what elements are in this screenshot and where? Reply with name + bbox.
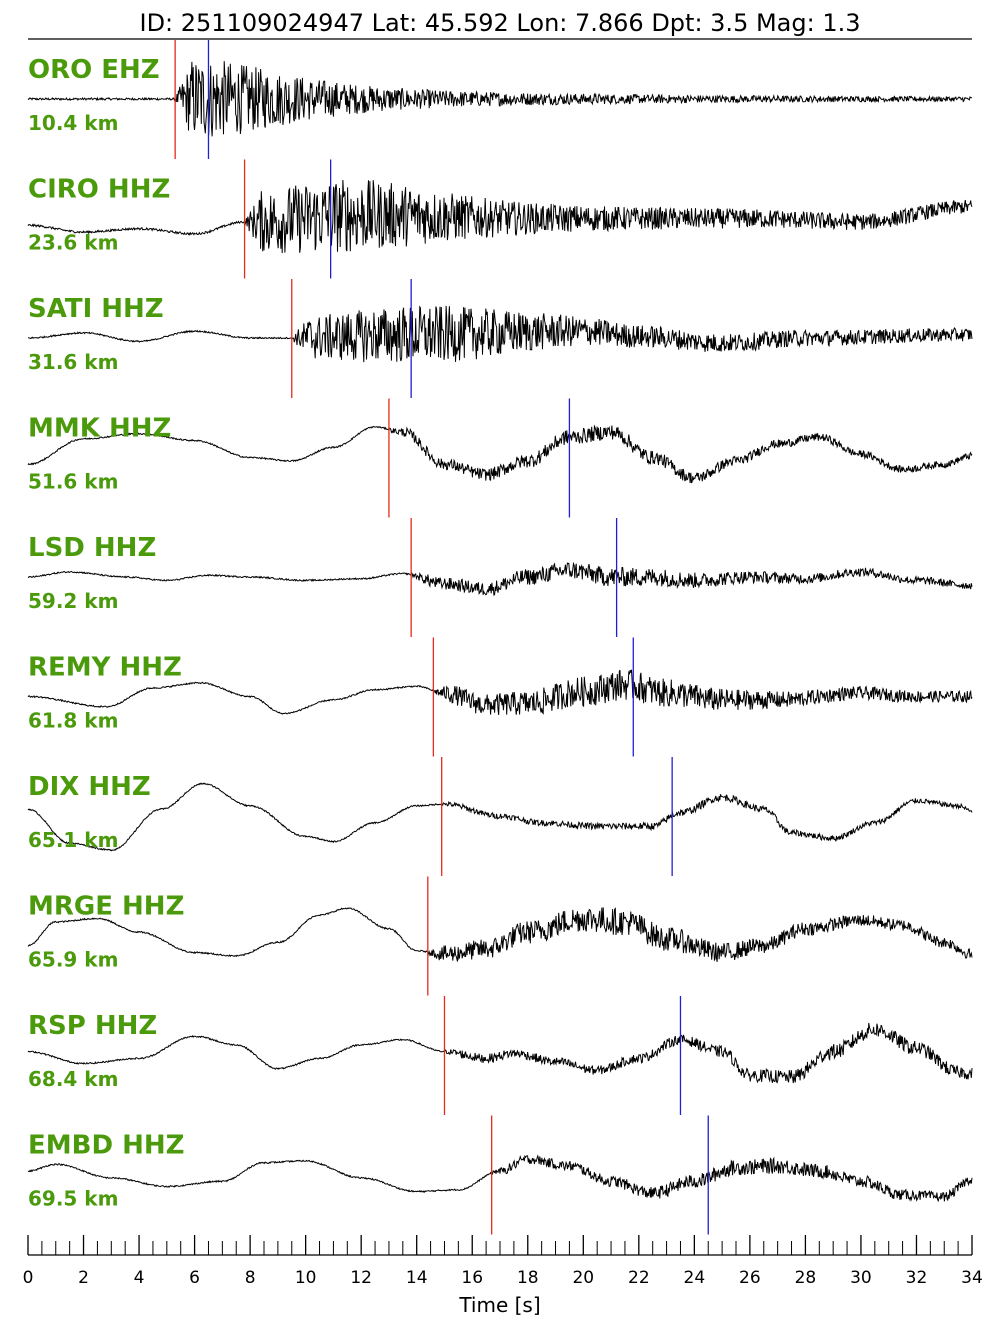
trace-panel: ORO EHZ 10.4 km: [27, 40, 973, 159]
waveform-line: [27, 782, 973, 852]
station-distance: 31.6 km: [28, 350, 118, 374]
station-label: DIX HHZ: [28, 772, 151, 802]
station-label: MMK HHZ: [28, 414, 171, 444]
trace-panel: MMK HHZ 51.6 km: [27, 398, 973, 518]
trace-panel: REMY HHZ 61.8 km: [27, 637, 973, 757]
trace-panels: ORO EHZ 10.4 km CIRO HHZ 23.6 km SATI HHZ 31.…: [27, 40, 973, 1235]
waveform-line: [27, 669, 973, 715]
waveform-line: [27, 61, 973, 137]
x-tick-label: 28: [795, 1268, 817, 1288]
station-distance: 68.4 km: [28, 1067, 118, 1091]
station-label: MRGE HHZ: [28, 892, 184, 922]
x-tick-label: 20: [572, 1268, 594, 1288]
station-label: RSP HHZ: [28, 1011, 157, 1041]
station-distance: 59.2 km: [28, 589, 118, 613]
trace-panel: DIX HHZ 65.1 km: [27, 757, 973, 876]
waveform-line: [27, 179, 973, 254]
x-tick-label: 18: [517, 1268, 539, 1288]
x-tick-label: 24: [684, 1268, 706, 1288]
x-tick-label: 12: [350, 1268, 372, 1288]
station-label: CIRO HHZ: [28, 175, 170, 205]
x-tick-label: 0: [23, 1268, 34, 1288]
station-distance: 10.4 km: [28, 111, 118, 135]
station-label: SATI HHZ: [28, 294, 164, 324]
trace-panel: SATI HHZ 31.6 km: [27, 279, 973, 398]
station-label: REMY HHZ: [28, 653, 182, 683]
station-distance: 51.6 km: [28, 470, 118, 494]
x-tick-label: 14: [406, 1268, 428, 1288]
trace-panel: CIRO HHZ 23.6 km: [27, 159, 973, 279]
x-axis-label: Time [s]: [458, 1293, 540, 1317]
x-tick-label: 8: [245, 1268, 256, 1288]
x-tick-label: 2: [78, 1268, 89, 1288]
station-label: ORO EHZ: [28, 55, 160, 85]
station-distance: 69.5 km: [28, 1187, 118, 1211]
station-distance: 65.9 km: [28, 948, 118, 972]
trace-panel: LSD HHZ 59.2 km: [27, 518, 973, 637]
x-tick-label: 10: [295, 1268, 317, 1288]
event-header: ID: 251109024947 Lat: 45.592 Lon: 7.866 …: [139, 9, 860, 37]
waveform-line: [27, 907, 973, 962]
trace-panel: RSP HHZ 68.4 km: [27, 996, 973, 1115]
x-tick-label: 34: [961, 1268, 983, 1288]
time-axis: 0 2 4 6 8 10 12 14 16 18 20 22 24 26 28 30 32 34: [23, 1235, 983, 1288]
trace-panel: MRGE HHZ 65.9 km: [27, 876, 973, 996]
x-tick-label: 4: [134, 1268, 145, 1288]
x-tick-label: 22: [628, 1268, 650, 1288]
x-tick-label: 16: [461, 1268, 483, 1288]
waveform-line: [27, 305, 973, 363]
x-tick-label: 30: [850, 1268, 872, 1288]
trace-panel: EMBD HHZ 69.5 km: [27, 1115, 973, 1235]
station-distance: 23.6 km: [28, 231, 118, 255]
x-tick-label: 26: [739, 1268, 761, 1288]
waveform-line: [27, 424, 973, 484]
waveform-line: [27, 1022, 973, 1084]
station-distance: 65.1 km: [28, 828, 118, 852]
station-label: EMBD HHZ: [28, 1131, 184, 1161]
waveform-line: [27, 561, 973, 596]
waveform-line: [27, 1154, 973, 1203]
station-label: LSD HHZ: [28, 533, 156, 563]
station-distance: 61.8 km: [28, 709, 118, 733]
x-tick-label: 6: [189, 1268, 200, 1288]
x-tick-label: 32: [906, 1268, 928, 1288]
